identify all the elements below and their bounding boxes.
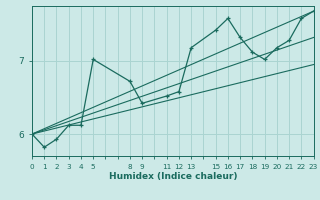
X-axis label: Humidex (Indice chaleur): Humidex (Indice chaleur)	[108, 172, 237, 181]
